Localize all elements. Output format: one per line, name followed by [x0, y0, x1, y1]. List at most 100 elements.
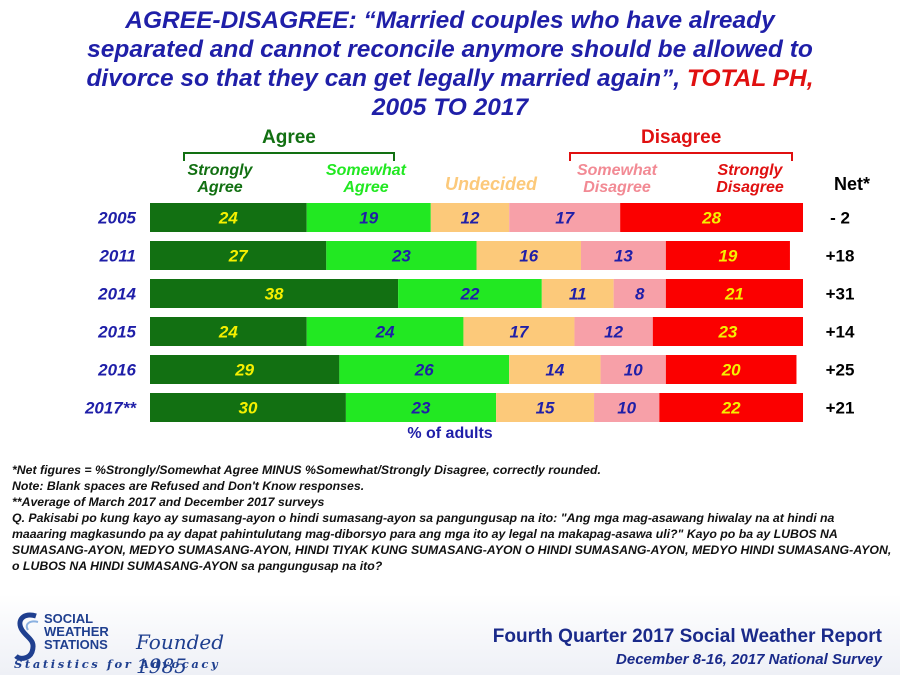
- title-line-2: separated and cannot reconcile anymore s…: [87, 36, 813, 63]
- bar-value-undecided: 14: [545, 361, 564, 380]
- year-label: 2015: [97, 323, 136, 342]
- legend-strongly-disagree-line-2: Disagree: [716, 179, 784, 196]
- bar-somewhat-agree: [326, 241, 477, 270]
- bar-undecided: [509, 355, 601, 384]
- net-value: +25: [826, 361, 855, 380]
- bar-value-strongly-disagree: 22: [721, 399, 741, 418]
- bar-value-strongly-agree: 27: [228, 247, 249, 266]
- year-label: 2017**: [84, 399, 137, 418]
- agree-group-label: Agree: [262, 127, 316, 148]
- bar-value-strongly-agree: 30: [238, 399, 257, 418]
- bar-somewhat-disagree: [613, 279, 666, 308]
- bar-value-strongly-disagree: 28: [701, 209, 721, 228]
- bar-value-undecided: 11: [569, 285, 587, 304]
- title-line-4: 2005 TO 2017: [371, 94, 529, 121]
- legend-strongly-disagree-line-1: Strongly: [717, 162, 783, 179]
- bar-somewhat-agree: [398, 279, 542, 308]
- bar-value-strongly-agree: 29: [234, 361, 254, 380]
- bar-strongly-agree: [150, 279, 399, 308]
- bar-value-somewhat-disagree: 8: [635, 285, 645, 304]
- bar-undecided: [541, 279, 614, 308]
- bar-strongly-agree: [150, 241, 327, 270]
- net-value: +21: [826, 399, 855, 418]
- legend-undecided: Undecided: [444, 174, 537, 194]
- bar-somewhat-disagree: [580, 241, 666, 270]
- legend-somewhat-disagree-line-1: Somewhat: [576, 162, 657, 179]
- logo-name-line-1: SOCIAL: [44, 611, 94, 626]
- agree-bracket: [183, 152, 395, 161]
- footer-report: Fourth Quarter 2017 Social Weather Repor…: [492, 626, 882, 647]
- bar-undecided: [430, 203, 510, 232]
- year-label: 2014: [97, 285, 136, 304]
- bar-somewhat-agree: [345, 393, 497, 422]
- bar-somewhat-disagree: [594, 393, 660, 422]
- legend-strongly-agree-line-1: Strongly: [187, 162, 253, 179]
- logo-name-line-3: STATIONS: [44, 637, 108, 652]
- bar-value-undecided: 15: [536, 399, 555, 418]
- bar-strongly-agree: [150, 355, 340, 384]
- title-line-3: divorce so that they can get legally mar…: [20, 64, 880, 93]
- bar-undecided: [463, 317, 575, 346]
- bar-value-strongly-agree: 24: [218, 209, 238, 228]
- title-line-1: AGREE-DISAGREE: “Married couples who hav…: [125, 7, 775, 34]
- bar-value-undecided: 12: [461, 209, 480, 228]
- note-average: **Average of March 2017 and December 201…: [12, 495, 325, 509]
- legend-strongly-agree: Strongly Agree: [170, 162, 270, 196]
- bar-value-strongly-disagree: 19: [718, 247, 737, 266]
- net-value: +18: [826, 247, 855, 266]
- legend-somewhat-agree-line-1: Somewhat: [325, 162, 406, 179]
- bar-strongly-agree: [150, 393, 346, 422]
- year-label: 2016: [97, 361, 136, 380]
- note-net: *Net figures = %Strongly/Somewhat Agree …: [12, 463, 601, 477]
- bar-value-undecided: 16: [519, 247, 538, 266]
- footer-survey: December 8-16, 2017 National Survey: [616, 651, 882, 668]
- legend-strongly-agree-line-2: Agree: [197, 179, 243, 196]
- bar-value-somewhat-agree: 24: [375, 323, 395, 342]
- bar-value-strongly-disagree: 20: [721, 361, 741, 380]
- bar-somewhat-agree: [306, 203, 431, 232]
- year-label: 2005: [97, 209, 136, 228]
- year-label: 2011: [98, 247, 136, 266]
- bar-value-somewhat-agree: 26: [414, 361, 434, 380]
- bar-somewhat-agree: [339, 355, 510, 384]
- note-question: Q. Pakisabi po kung kayo ay sumasang-ayo…: [12, 511, 892, 573]
- net-header: Net*: [833, 174, 870, 194]
- bar-somewhat-disagree: [600, 355, 666, 384]
- bar-strongly-disagree: [620, 203, 803, 232]
- logo-s-icon: [14, 612, 39, 661]
- chart-title: AGREE-DISAGREE: “Married couples who hav…: [20, 6, 880, 122]
- bar-value-somewhat-disagree: 13: [614, 247, 633, 266]
- disagree-bracket: [569, 152, 793, 161]
- legend-somewhat-agree-line-2: Agree: [343, 179, 389, 196]
- note-blank: Note: Blank spaces are Refused and Don't…: [12, 479, 365, 493]
- legend-somewhat-disagree-line-2: Disagree: [583, 179, 651, 196]
- bar-strongly-agree: [150, 317, 307, 346]
- disagree-group-label: Disagree: [641, 127, 722, 148]
- bar-value-somewhat-disagree: 10: [624, 361, 643, 380]
- title-highlight: TOTAL PH,: [686, 65, 814, 92]
- bar-strongly-disagree: [665, 279, 803, 308]
- bar-strongly-disagree: [665, 241, 790, 270]
- bar-value-somewhat-disagree: 10: [617, 399, 636, 418]
- bar-strongly-agree: [150, 203, 307, 232]
- bar-undecided: [476, 241, 581, 270]
- bar-value-strongly-disagree: 21: [724, 285, 744, 304]
- bar-value-somewhat-disagree: 12: [604, 323, 623, 342]
- bar-value-somewhat-agree: 23: [411, 399, 431, 418]
- bar-strongly-disagree: [659, 393, 803, 422]
- net-value: - 2: [830, 209, 850, 228]
- bar-somewhat-agree: [306, 317, 464, 346]
- logo-name: SOCIAL WEATHER STATIONS: [44, 612, 109, 651]
- logo-tagline: Statistics for Advocacy: [14, 657, 221, 671]
- title-line-3-text: divorce so that they can get legally mar…: [86, 65, 681, 92]
- legend-somewhat-agree: Somewhat Agree: [311, 162, 421, 196]
- bar-somewhat-disagree: [509, 203, 621, 232]
- bar-value-somewhat-agree: 22: [460, 285, 480, 304]
- legend-somewhat-disagree: Somewhat Disagree: [562, 162, 672, 196]
- bar-value-strongly-disagree: 23: [717, 323, 737, 342]
- logo-name-line-2: WEATHER: [44, 624, 109, 639]
- notes: *Net figures = %Strongly/Somewhat Agree …: [12, 462, 892, 574]
- legend-strongly-disagree: Strongly Disagree: [700, 162, 800, 196]
- net-value: +31: [826, 285, 855, 304]
